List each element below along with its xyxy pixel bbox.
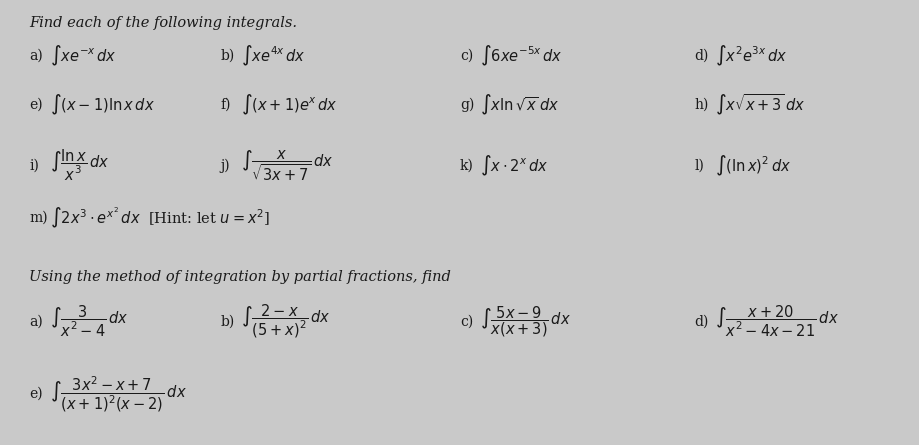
Text: e): e) [29,387,43,401]
Text: d): d) [694,314,709,328]
Text: c): c) [460,49,472,63]
Text: $\int \dfrac{3x^2-x+7}{(x+1)^2(x-2)}\,dx$: $\int \dfrac{3x^2-x+7}{(x+1)^2(x-2)}\,dx… [50,374,187,414]
Text: $\int (x-1)\ln x\,dx$: $\int (x-1)\ln x\,dx$ [50,93,154,117]
Text: $\int \dfrac{x+20}{x^2-4x-21}\,dx$: $\int \dfrac{x+20}{x^2-4x-21}\,dx$ [714,303,838,339]
Text: $\int \dfrac{3}{x^2-4}\,dx$: $\int \dfrac{3}{x^2-4}\,dx$ [50,303,128,339]
Text: $\int \dfrac{x}{\sqrt{3x+7}}\,dx$: $\int \dfrac{x}{\sqrt{3x+7}}\,dx$ [241,148,334,183]
Text: g): g) [460,97,474,112]
Text: $\int 6xe^{-5x}\,dx$: $\int 6xe^{-5x}\,dx$ [480,44,562,68]
Text: h): h) [694,97,709,112]
Text: c): c) [460,314,472,328]
Text: Using the method of integration by partial fractions, find: Using the method of integration by parti… [29,270,451,284]
Text: $\int \dfrac{\ln x}{x^3}\,dx$: $\int \dfrac{\ln x}{x^3}\,dx$ [50,148,109,183]
Text: $\int (\ln x)^{2}\,dx$: $\int (\ln x)^{2}\,dx$ [714,154,790,178]
Text: l): l) [694,158,704,173]
Text: Find each of the following integrals.: Find each of the following integrals. [29,16,297,29]
Text: i): i) [29,158,40,173]
Text: b): b) [221,314,234,328]
Text: $\int \dfrac{2-x}{(5+x)^2}\,dx$: $\int \dfrac{2-x}{(5+x)^2}\,dx$ [241,303,330,340]
Text: j): j) [221,158,230,173]
Text: $\int x\sqrt{x+3}\,dx$: $\int x\sqrt{x+3}\,dx$ [714,92,804,117]
Text: b): b) [221,49,234,63]
Text: d): d) [694,49,709,63]
Text: a): a) [29,49,43,63]
Text: k): k) [460,158,473,173]
Text: $\int xe^{-x}\,dx$: $\int xe^{-x}\,dx$ [50,44,116,68]
Text: a): a) [29,314,43,328]
Text: $\int \dfrac{5x-9}{x(x+3)}\,dx$: $\int \dfrac{5x-9}{x(x+3)}\,dx$ [480,304,571,339]
Text: $\int x^2 e^{3x}\,dx$: $\int x^2 e^{3x}\,dx$ [714,44,787,68]
Text: $\int 2x^3\cdot e^{x^2}\,dx$  [Hint: let $u=x^2$]: $\int 2x^3\cdot e^{x^2}\,dx$ [Hint: let … [50,206,269,231]
Text: $\int x\ln\sqrt{x}\,dx$: $\int x\ln\sqrt{x}\,dx$ [480,93,559,117]
Text: m): m) [29,211,48,225]
Text: f): f) [221,97,231,112]
Text: $\int (x+1)e^{x}\,dx$: $\int (x+1)e^{x}\,dx$ [241,93,337,117]
Text: $\int x\cdot 2^{x}\,dx$: $\int x\cdot 2^{x}\,dx$ [480,154,548,178]
Text: $\int xe^{4x}\,dx$: $\int xe^{4x}\,dx$ [241,44,305,68]
Text: e): e) [29,97,43,112]
